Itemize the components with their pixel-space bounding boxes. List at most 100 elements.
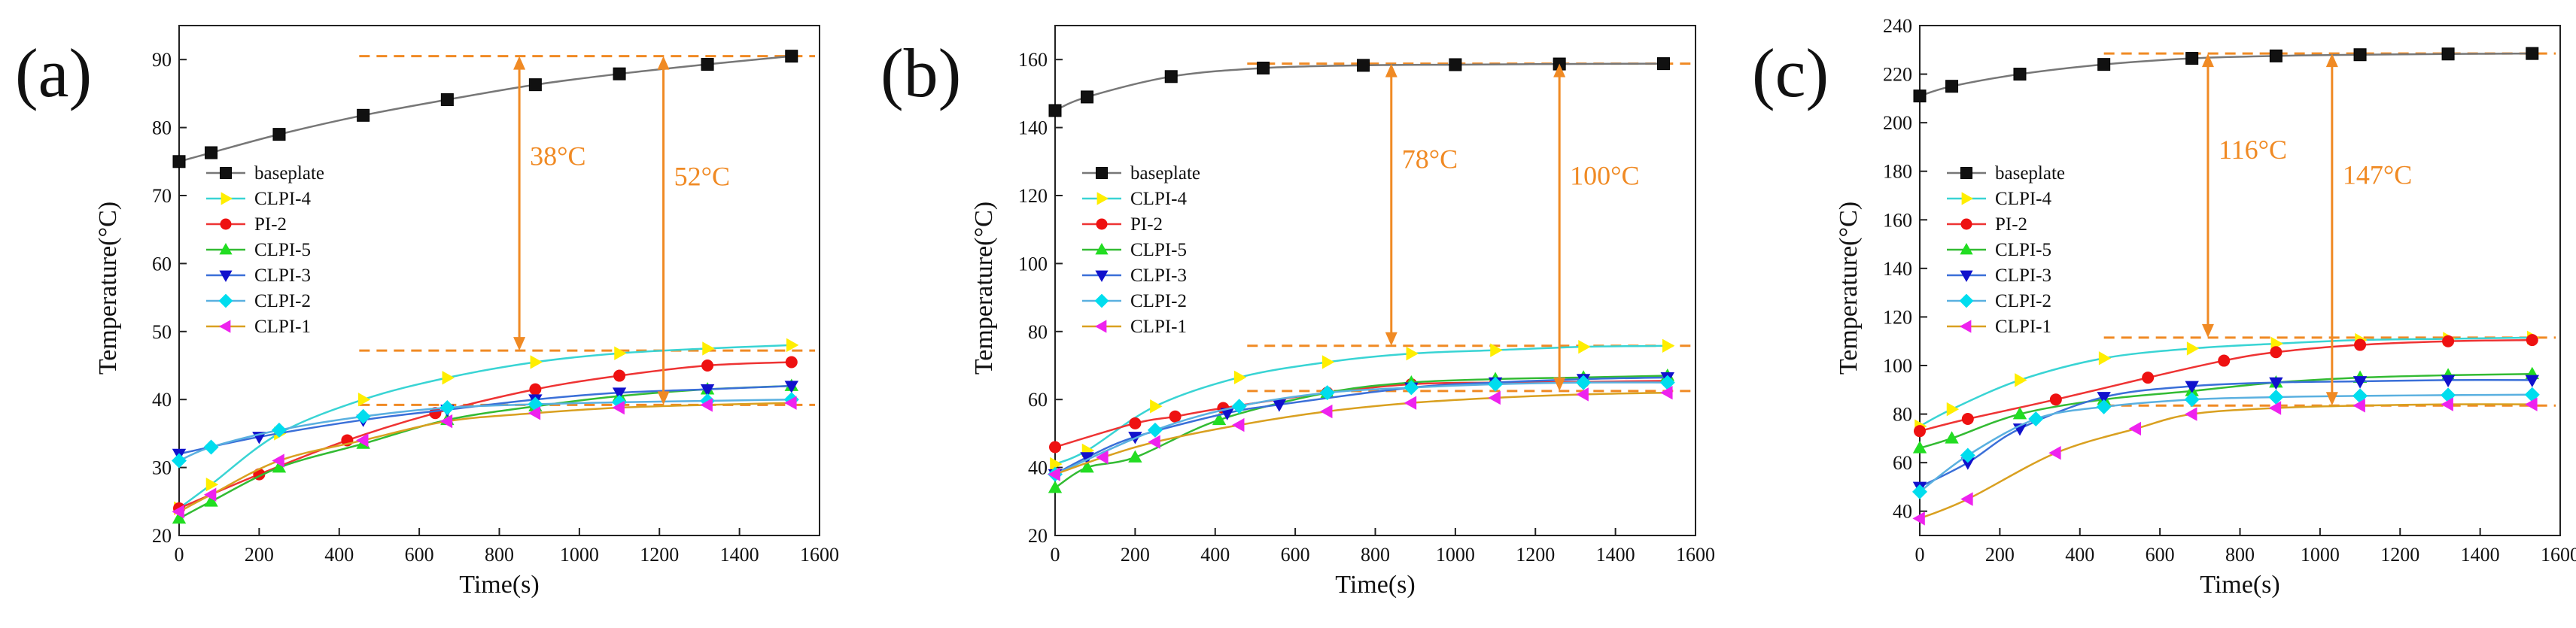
data-point [2128, 421, 2142, 436]
data-point [2525, 375, 2539, 387]
y-tick-label: 20 [1028, 525, 1048, 547]
annotation-label: 116°C [2219, 135, 2287, 165]
data-point [702, 341, 715, 356]
data-point [1960, 447, 1975, 463]
legend: baseplate CLPI-4 PI-2 CLPI-5 CLPI-3 CLPI-2 CLP… [1947, 163, 2065, 337]
data-point [528, 78, 542, 92]
data-point [1357, 59, 1370, 72]
arrow-head-down [2325, 392, 2338, 406]
data-point [1660, 385, 1673, 400]
data-point [172, 155, 186, 168]
data-point [2028, 411, 2044, 427]
data-point [785, 50, 798, 63]
x-tick-label: 0 [1915, 544, 1925, 566]
data-point [2218, 354, 2231, 367]
series-line [1919, 403, 2532, 520]
data-point [612, 400, 625, 415]
data-point [1912, 441, 1927, 454]
y-tick-label: 100 [1883, 355, 1912, 377]
data-point [2352, 388, 2368, 404]
legend-entry-pi-2: PI-2 [1130, 214, 1163, 235]
series-line [178, 361, 792, 509]
x-axis-label: Time(s) [2200, 571, 2279, 599]
data-point [1945, 80, 1959, 93]
x-tick-label: 400 [2065, 544, 2094, 566]
data-point [614, 346, 627, 360]
data-point [1404, 380, 1419, 396]
arrow-head-down [2201, 323, 2214, 338]
legend-entry-baseplate: baseplate [1995, 163, 2065, 184]
legend-entry-clpi-2: CLPI-2 [1995, 291, 2051, 311]
series-baseplate [1048, 57, 1670, 117]
data-point [701, 58, 714, 71]
data-point [205, 146, 218, 159]
x-tick-label: 1600 [2541, 544, 2576, 566]
legend-entry-clpi-3: CLPI-3 [1130, 265, 1187, 286]
x-tick-label: 1400 [2461, 544, 2500, 566]
data-point [1048, 481, 1063, 493]
series-line [1919, 373, 2532, 449]
series-line [178, 402, 792, 513]
data-point [2441, 397, 2453, 411]
data-point [701, 360, 714, 372]
legend-marker [1096, 167, 1108, 179]
legend-marker [1095, 320, 1107, 333]
data-point [2354, 338, 2367, 351]
data-point [2442, 335, 2455, 347]
y-tick-label: 160 [1018, 49, 1048, 71]
data-point [272, 460, 287, 473]
x-tick-label: 600 [405, 544, 434, 566]
data-point [2352, 399, 2365, 413]
data-point [2269, 377, 2283, 390]
data-point [442, 371, 455, 385]
y-tick-label: 80 [1893, 404, 1912, 426]
data-point [2441, 375, 2456, 387]
data-point [1449, 58, 1462, 71]
data-point [2270, 346, 2283, 359]
y-tick-label: 30 [152, 457, 172, 479]
data-point [2526, 334, 2538, 347]
data-point [1912, 511, 1925, 526]
legend-marker [1095, 270, 1109, 282]
data-point [784, 396, 797, 410]
series-clpi-1 [1912, 397, 2538, 526]
x-tick-label: 1400 [1596, 544, 1635, 566]
x-tick-label: 1000 [1436, 544, 1475, 566]
data-point [1488, 376, 1504, 392]
panel-label: (a) [15, 35, 92, 111]
temperature-difference-annotation: 78°C [1385, 63, 1458, 346]
legend-entry-clpi-1: CLPI-1 [1130, 317, 1187, 337]
y-tick-label: 220 [1883, 64, 1912, 86]
data-point [1096, 450, 1109, 465]
data-point [1656, 57, 1670, 71]
legend-marker [1095, 243, 1109, 255]
data-point [1662, 338, 1675, 353]
data-point [355, 408, 371, 424]
temperature-difference-annotation: 52°C [657, 56, 730, 405]
legend-entry-clpi-5: CLPI-5 [254, 240, 311, 260]
series-line [1919, 338, 2532, 432]
panel-label: (b) [880, 35, 961, 111]
y-tick-label: 140 [1018, 117, 1048, 139]
data-point [2526, 47, 2539, 60]
x-tick-label: 200 [1121, 544, 1150, 566]
series-line [1054, 375, 1668, 489]
data-point [356, 433, 369, 447]
series-clpi-1 [1048, 385, 1673, 481]
data-point [2268, 389, 2284, 405]
temperature-difference-annotation: 147°C [2325, 53, 2412, 406]
data-point [530, 355, 543, 369]
legend-entry-clpi-4: CLPI-4 [1995, 189, 2052, 209]
data-point [172, 505, 184, 519]
series-clpi-4 [1050, 338, 1675, 472]
series-line [1919, 336, 2532, 427]
data-point [203, 439, 219, 455]
temperature-difference-annotation: 116°C [2201, 53, 2287, 338]
data-point [1945, 431, 1959, 444]
data-point [2097, 58, 2111, 71]
data-point [2012, 406, 2027, 420]
legend-marker [219, 243, 233, 255]
legend-marker [1094, 293, 1109, 308]
x-tick-label: 1200 [640, 544, 679, 566]
legend-marker [1959, 293, 1974, 308]
